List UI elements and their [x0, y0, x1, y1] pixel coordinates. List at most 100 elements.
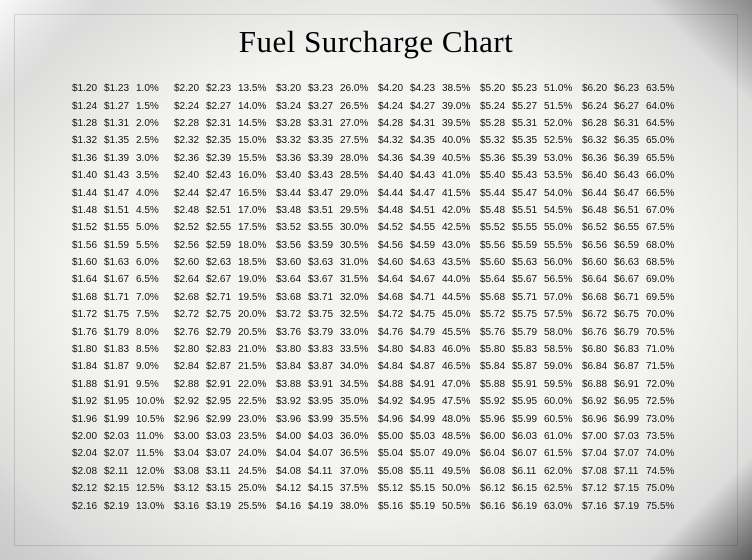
table-row: $2.88$2.9122.0% — [174, 376, 272, 393]
price-high: $1.31 — [104, 118, 136, 129]
price-high: $2.75 — [206, 309, 238, 320]
table-row: $5.68$5.7157.0% — [480, 289, 578, 306]
price-high: $4.39 — [410, 153, 442, 164]
price-low: $6.04 — [480, 448, 512, 459]
price-low: $7.12 — [582, 483, 614, 494]
price-high: $2.95 — [206, 396, 238, 407]
price-high: $4.15 — [308, 483, 340, 494]
table-row: $5.88$5.9159.5% — [480, 376, 578, 393]
price-low: $2.44 — [174, 188, 206, 199]
price-high: $2.55 — [206, 222, 238, 233]
surcharge-pct: 54.0% — [544, 188, 578, 199]
surcharge-pct: 61.5% — [544, 448, 578, 459]
surcharge-pct: 14.0% — [238, 101, 272, 112]
price-high: $3.43 — [308, 170, 340, 181]
table-row: $4.04$4.0736.5% — [276, 445, 374, 462]
price-low: $5.64 — [480, 274, 512, 285]
price-high: $1.43 — [104, 170, 136, 181]
price-high: $6.23 — [614, 83, 646, 94]
price-low: $5.04 — [378, 448, 410, 459]
price-high: $4.47 — [410, 188, 442, 199]
price-high: $1.75 — [104, 309, 136, 320]
surcharge-pct: 73.0% — [646, 414, 680, 425]
table-row: $5.76$5.7958.0% — [480, 323, 578, 340]
table-row: $2.44$2.4716.5% — [174, 184, 272, 201]
surcharge-pct: 40.5% — [442, 153, 476, 164]
price-low: $2.08 — [72, 466, 104, 477]
price-high: $5.51 — [512, 205, 544, 216]
price-low: $1.92 — [72, 396, 104, 407]
price-high: $1.87 — [104, 361, 136, 372]
table-row: $2.92$2.9522.5% — [174, 393, 272, 410]
price-low: $3.32 — [276, 135, 308, 146]
surcharge-pct: 15.0% — [238, 135, 272, 146]
price-low: $5.80 — [480, 344, 512, 355]
price-high: $3.27 — [308, 101, 340, 112]
surcharge-pct: 30.0% — [340, 222, 374, 233]
table-row: $1.68$1.717.0% — [72, 289, 170, 306]
price-low: $4.12 — [276, 483, 308, 494]
price-low: $3.64 — [276, 274, 308, 285]
price-low: $5.68 — [480, 292, 512, 303]
price-low: $4.28 — [378, 118, 410, 129]
price-high: $3.47 — [308, 188, 340, 199]
surcharge-pct: 5.0% — [136, 222, 170, 233]
surcharge-pct: 2.0% — [136, 118, 170, 129]
surcharge-pct: 12.0% — [136, 466, 170, 477]
page-title: Fuel Surcharge Chart — [239, 24, 514, 60]
price-low: $3.60 — [276, 257, 308, 268]
price-low: $2.16 — [72, 501, 104, 512]
surcharge-pct: 3.0% — [136, 153, 170, 164]
price-high: $4.07 — [308, 448, 340, 459]
table-row: $1.64$1.676.5% — [72, 271, 170, 288]
price-low: $6.32 — [582, 135, 614, 146]
surcharge-pct: 8.0% — [136, 327, 170, 338]
price-high: $3.23 — [308, 83, 340, 94]
table-row: $6.00$6.0361.0% — [480, 428, 578, 445]
price-high: $3.59 — [308, 240, 340, 251]
price-high: $7.19 — [614, 501, 646, 512]
surcharge-pct: 46.0% — [442, 344, 476, 355]
price-low: $3.28 — [276, 118, 308, 129]
price-high: $1.51 — [104, 205, 136, 216]
price-high: $3.91 — [308, 379, 340, 390]
surcharge-pct: 18.5% — [238, 257, 272, 268]
price-low: $3.36 — [276, 153, 308, 164]
price-low: $1.96 — [72, 414, 104, 425]
content-area: Fuel Surcharge Chart $1.20$1.231.0%$1.24… — [28, 26, 724, 534]
price-high: $5.75 — [512, 309, 544, 320]
price-high: $5.39 — [512, 153, 544, 164]
table-row: $3.40$3.4328.5% — [276, 167, 374, 184]
price-low: $5.72 — [480, 309, 512, 320]
price-low: $6.92 — [582, 396, 614, 407]
surcharge-pct: 35.0% — [340, 396, 374, 407]
price-high: $1.39 — [104, 153, 136, 164]
price-high: $6.59 — [614, 240, 646, 251]
table-row: $3.88$3.9134.5% — [276, 376, 374, 393]
surcharge-pct: 7.0% — [136, 292, 170, 303]
table-row: $7.04$7.0774.0% — [582, 445, 680, 462]
surcharge-pct: 16.5% — [238, 188, 272, 199]
table-row: $4.08$4.1137.0% — [276, 463, 374, 480]
price-low: $6.28 — [582, 118, 614, 129]
surcharge-pct: 46.5% — [442, 361, 476, 372]
price-low: $1.88 — [72, 379, 104, 390]
table-row: $7.16$7.1975.5% — [582, 497, 680, 514]
price-high: $1.47 — [104, 188, 136, 199]
price-low: $4.44 — [378, 188, 410, 199]
price-low: $6.88 — [582, 379, 614, 390]
price-low: $5.16 — [378, 501, 410, 512]
price-low: $4.40 — [378, 170, 410, 181]
price-high: $2.31 — [206, 118, 238, 129]
table-row: $1.84$1.879.0% — [72, 358, 170, 375]
price-high: $4.87 — [410, 361, 442, 372]
table-row: $2.28$2.3114.5% — [174, 115, 272, 132]
price-high: $4.23 — [410, 83, 442, 94]
price-low: $5.60 — [480, 257, 512, 268]
price-high: $1.79 — [104, 327, 136, 338]
surcharge-pct: 7.5% — [136, 309, 170, 320]
price-high: $5.07 — [410, 448, 442, 459]
price-high: $3.15 — [206, 483, 238, 494]
price-high: $1.59 — [104, 240, 136, 251]
price-high: $6.99 — [614, 414, 646, 425]
